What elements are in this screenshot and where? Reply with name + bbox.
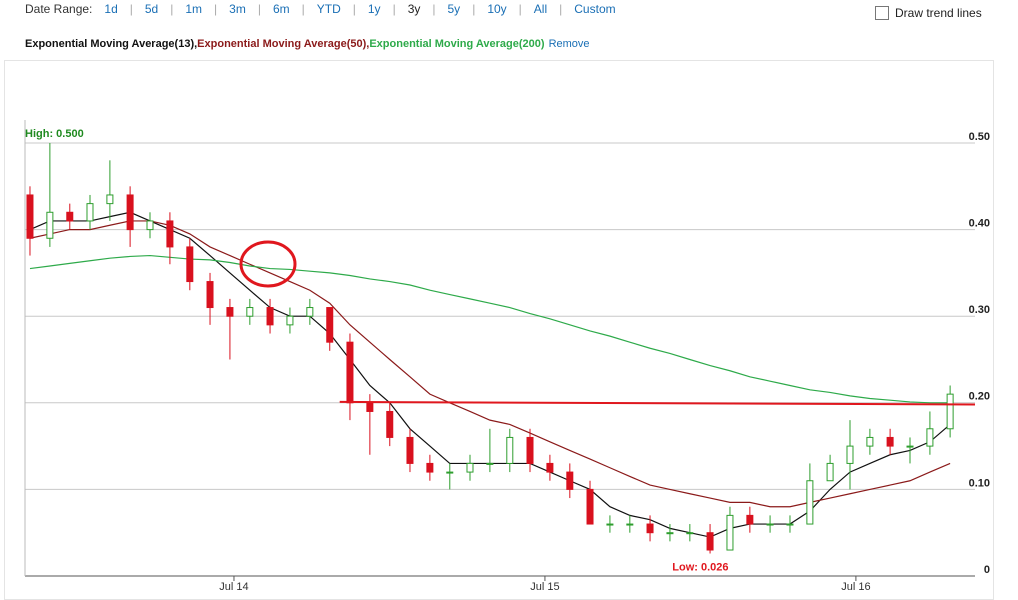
candle-body	[386, 410, 394, 438]
candle-body	[426, 462, 434, 473]
candle-body	[946, 393, 954, 430]
candle-body	[506, 436, 514, 464]
candle-body	[866, 436, 874, 447]
range-link[interactable]: All	[533, 2, 548, 16]
candle-body	[186, 246, 194, 283]
trend-toggle-label: Draw trend lines	[895, 6, 982, 20]
candle-body	[886, 436, 894, 447]
candle-body	[906, 445, 914, 448]
candle-body	[86, 203, 94, 222]
range-link[interactable]: 6m	[272, 2, 290, 16]
candle-body	[606, 523, 614, 526]
y-tick-label: 0.20	[969, 391, 990, 403]
candle-body	[546, 462, 554, 473]
candle-body	[826, 462, 834, 482]
candle-body	[346, 341, 354, 404]
range-separator: |	[518, 2, 522, 16]
candle-body	[306, 307, 314, 317]
annotation: Low: 0.026	[672, 561, 728, 573]
range-separator: |	[301, 2, 305, 16]
candle-body	[206, 281, 214, 309]
trend-toggle[interactable]: Draw trend lines	[875, 6, 982, 20]
range-link[interactable]: 5y	[447, 2, 461, 16]
y-tick-label: 0.30	[969, 304, 990, 316]
legend-separator: ,	[366, 38, 370, 50]
y-tick-label: 0.50	[969, 131, 990, 143]
candle-body	[686, 532, 694, 535]
candle-body	[326, 307, 334, 343]
candle-body	[146, 220, 154, 231]
range-link[interactable]: 3m	[229, 2, 246, 16]
candle-body	[246, 307, 254, 317]
remove-link[interactable]: Remove	[548, 38, 590, 50]
candle-body	[846, 445, 854, 464]
range-link[interactable]: Custom	[574, 2, 616, 16]
candle-body	[406, 436, 414, 464]
date-range-bar: Date Range: 1d | 5d | 1m | 3m | 6m | YTD | 1y | 3y | 5y | 1…	[25, 2, 628, 16]
ema-line	[29, 254, 951, 404]
range-link[interactable]: 10y	[487, 2, 507, 16]
candle-body	[626, 523, 634, 526]
y-tick-label: 0	[984, 564, 990, 576]
candle-body	[266, 307, 274, 326]
candle-body	[766, 523, 774, 526]
legend-separator: ,	[194, 38, 198, 50]
candle-body	[126, 194, 134, 231]
range-link[interactable]: 3y	[407, 2, 421, 16]
range-link[interactable]: YTD	[316, 2, 341, 16]
candle-body	[446, 471, 454, 474]
ema-line	[29, 220, 951, 508]
indicator-bar: Exponential Moving Average(13),Exponenti…	[25, 38, 590, 50]
candle-body	[786, 523, 794, 526]
x-tick-label: Jul 16	[841, 581, 870, 593]
range-separator: |	[472, 2, 476, 16]
candle-body	[746, 514, 754, 525]
candle-body	[166, 220, 174, 248]
candle-body	[726, 514, 734, 551]
x-tick-label: Jul 14	[219, 581, 248, 593]
candle-body	[566, 471, 574, 490]
candle-body	[586, 488, 594, 525]
range-link[interactable]: 1d	[104, 2, 118, 16]
range-separator: |	[129, 2, 133, 16]
range-separator: |	[170, 2, 174, 16]
candle-body	[366, 402, 374, 412]
legend-entry: Exponential Moving Average(50)	[197, 38, 367, 50]
candle-body	[526, 436, 534, 464]
range-separator: |	[214, 2, 218, 16]
trend-line	[339, 400, 976, 406]
legend-entry: Exponential Moving Average(13)	[25, 38, 195, 50]
range-link[interactable]: 5d	[144, 2, 159, 16]
date-range-label: Date Range:	[25, 2, 93, 16]
range-link[interactable]: 1m	[185, 2, 203, 16]
candle-body	[106, 194, 114, 205]
checkbox[interactable]	[875, 6, 889, 20]
candle-body	[66, 211, 74, 222]
candle-body	[466, 462, 474, 473]
range-link[interactable]: 1y	[367, 2, 381, 16]
range-separator: |	[257, 2, 261, 16]
highlight-circle	[239, 240, 297, 288]
candle-body	[286, 315, 294, 326]
candle-body	[646, 523, 654, 534]
range-separator: |	[559, 2, 563, 16]
candle-body	[226, 307, 234, 317]
candle-body	[806, 480, 814, 525]
range-separator: |	[352, 2, 356, 16]
legend-entry: Exponential Moving Average(200)	[369, 38, 545, 50]
candle-body	[26, 194, 34, 239]
candle-body	[46, 211, 54, 239]
y-tick-label: 0.10	[969, 477, 990, 489]
candle-body	[926, 428, 934, 447]
candle-body	[486, 462, 494, 465]
y-tick-label: 0.40	[969, 218, 990, 230]
annotation: High: 0.500	[25, 128, 84, 140]
candle-body	[666, 532, 674, 535]
range-separator: |	[432, 2, 436, 16]
x-tick-label: Jul 15	[530, 581, 559, 593]
candle-body	[706, 532, 714, 551]
range-separator: |	[392, 2, 396, 16]
